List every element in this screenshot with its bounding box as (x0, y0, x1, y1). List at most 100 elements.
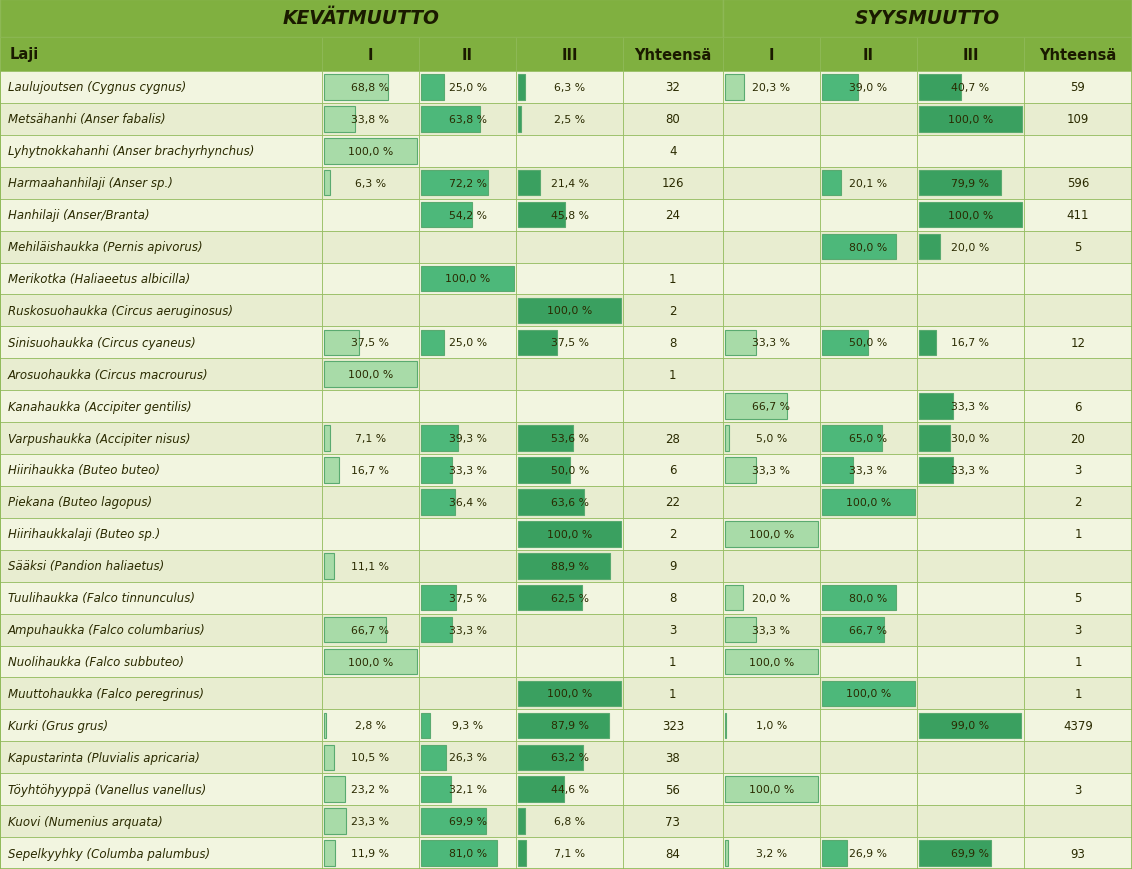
Bar (820, 359, 917, 391)
Bar (321, 646, 419, 678)
Bar (917, 103, 1024, 136)
Text: II: II (462, 48, 473, 63)
Bar (1024, 773, 1132, 806)
Text: 100,0 %: 100,0 % (846, 688, 891, 699)
Bar (419, 710, 516, 741)
Bar (516, 38, 623, 72)
Text: 62,5 %: 62,5 % (550, 593, 589, 603)
Bar (820, 614, 917, 646)
Text: Nuolihaukka (Falco subbuteo): Nuolihaukka (Falco subbuteo) (8, 655, 185, 668)
Bar (516, 678, 623, 710)
Bar (321, 773, 419, 806)
Text: 50,0 %: 50,0 % (550, 466, 589, 475)
Bar (724, 521, 818, 547)
Bar (516, 327, 623, 359)
Text: 88,9 %: 88,9 % (550, 561, 589, 571)
Text: Metsähanhi (Anser fabalis): Metsähanhi (Anser fabalis) (8, 113, 165, 126)
Bar (518, 202, 565, 229)
Bar (518, 107, 521, 132)
Text: 16,7 %: 16,7 % (351, 466, 389, 475)
Bar (324, 75, 388, 101)
Bar (419, 295, 516, 327)
Bar (321, 200, 419, 231)
Bar (722, 0, 1132, 38)
Text: 3: 3 (1074, 464, 1082, 477)
Text: Harmaahanhilaji (Anser sp.): Harmaahanhilaji (Anser sp.) (8, 177, 173, 190)
Bar (917, 518, 1024, 550)
Text: 22: 22 (666, 496, 680, 509)
Bar (321, 582, 419, 614)
Text: 1: 1 (669, 687, 677, 700)
Bar (917, 678, 1024, 710)
Bar (1024, 136, 1132, 168)
Bar (516, 422, 623, 454)
Bar (917, 710, 1024, 741)
Bar (0, 263, 321, 295)
Bar (919, 235, 940, 260)
Text: Kanahaukka (Accipiter gentilis): Kanahaukka (Accipiter gentilis) (8, 401, 191, 413)
Bar (722, 773, 820, 806)
Text: Piekana (Buteo lagopus): Piekana (Buteo lagopus) (8, 496, 152, 509)
Bar (820, 168, 917, 200)
Bar (722, 741, 820, 773)
Bar (0, 422, 321, 454)
Bar (1024, 646, 1132, 678)
Bar (518, 426, 573, 451)
Text: 20,1 %: 20,1 % (849, 178, 887, 189)
Bar (822, 681, 915, 706)
Bar (820, 678, 917, 710)
Text: III: III (561, 48, 578, 63)
Bar (516, 550, 623, 582)
Bar (722, 136, 820, 168)
Text: 33,3 %: 33,3 % (849, 466, 887, 475)
Bar (0, 359, 321, 391)
Bar (0, 0, 722, 38)
Text: SYYSMUUTTO: SYYSMUUTTO (855, 9, 1000, 28)
Bar (919, 458, 953, 483)
Bar (919, 394, 953, 420)
Bar (722, 806, 820, 837)
Bar (623, 327, 722, 359)
Text: Hiirihaukkalaji (Buteo sp.): Hiirihaukkalaji (Buteo sp.) (8, 527, 161, 541)
Bar (917, 72, 1024, 103)
Text: 37,5 %: 37,5 % (351, 338, 389, 348)
Bar (917, 168, 1024, 200)
Bar (917, 231, 1024, 263)
Bar (623, 773, 722, 806)
Text: 8: 8 (669, 336, 677, 349)
Bar (1024, 295, 1132, 327)
Bar (820, 773, 917, 806)
Bar (516, 806, 623, 837)
Bar (321, 614, 419, 646)
Text: 20,0 %: 20,0 % (752, 593, 790, 603)
Text: Yhteensä: Yhteensä (1039, 48, 1116, 63)
Bar (722, 295, 820, 327)
Bar (1024, 168, 1132, 200)
Text: Töyhtöhyyppä (Vanellus vanellus): Töyhtöhyyppä (Vanellus vanellus) (8, 783, 206, 796)
Bar (623, 710, 722, 741)
Bar (822, 75, 858, 101)
Bar (724, 649, 818, 674)
Bar (822, 235, 897, 260)
Text: 2: 2 (1074, 496, 1082, 509)
Bar (919, 330, 936, 355)
Bar (820, 550, 917, 582)
Text: 37,5 %: 37,5 % (550, 338, 589, 348)
Bar (324, 554, 334, 579)
Bar (1024, 231, 1132, 263)
Text: Sinisuohaukka (Circus cyaneus): Sinisuohaukka (Circus cyaneus) (8, 336, 196, 349)
Text: 30,0 %: 30,0 % (951, 434, 989, 443)
Text: 1,0 %: 1,0 % (756, 720, 787, 731)
Bar (321, 231, 419, 263)
Bar (623, 263, 722, 295)
Bar (419, 263, 516, 295)
Bar (917, 359, 1024, 391)
Bar (722, 103, 820, 136)
Bar (516, 391, 623, 422)
Text: 39,3 %: 39,3 % (448, 434, 487, 443)
Bar (516, 614, 623, 646)
Bar (1024, 837, 1132, 869)
Text: 16,7 %: 16,7 % (952, 338, 989, 348)
Bar (321, 710, 419, 741)
Text: Ampuhaukka (Falco columbarius): Ampuhaukka (Falco columbarius) (8, 623, 206, 636)
